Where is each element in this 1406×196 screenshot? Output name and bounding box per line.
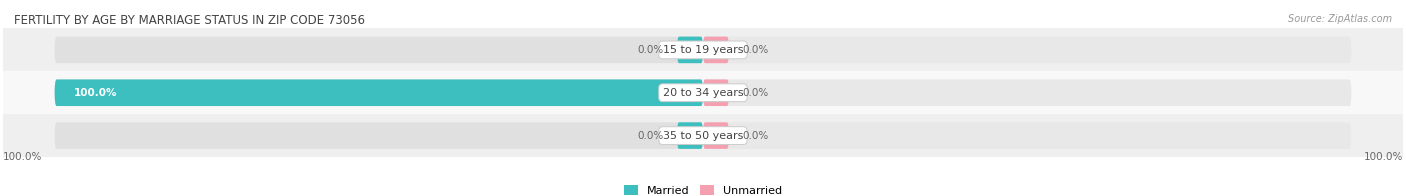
FancyBboxPatch shape xyxy=(55,79,703,106)
Text: 0.0%: 0.0% xyxy=(638,45,664,55)
Text: 0.0%: 0.0% xyxy=(742,88,768,98)
FancyBboxPatch shape xyxy=(703,79,1351,106)
Text: 15 to 19 years: 15 to 19 years xyxy=(662,45,744,55)
Text: Source: ZipAtlas.com: Source: ZipAtlas.com xyxy=(1288,14,1392,24)
Text: 20 to 34 years: 20 to 34 years xyxy=(662,88,744,98)
FancyBboxPatch shape xyxy=(703,37,728,63)
Text: 0.0%: 0.0% xyxy=(638,131,664,141)
FancyBboxPatch shape xyxy=(55,37,703,63)
Bar xyxy=(3,114,1403,157)
FancyBboxPatch shape xyxy=(678,37,703,63)
Legend: Married, Unmarried: Married, Unmarried xyxy=(624,185,782,196)
FancyBboxPatch shape xyxy=(703,122,1351,149)
FancyBboxPatch shape xyxy=(55,79,703,106)
Text: 0.0%: 0.0% xyxy=(742,45,768,55)
Text: FERTILITY BY AGE BY MARRIAGE STATUS IN ZIP CODE 73056: FERTILITY BY AGE BY MARRIAGE STATUS IN Z… xyxy=(14,14,366,27)
FancyBboxPatch shape xyxy=(55,122,703,149)
Text: 0.0%: 0.0% xyxy=(742,131,768,141)
FancyBboxPatch shape xyxy=(678,122,703,149)
Bar xyxy=(3,71,1403,114)
FancyBboxPatch shape xyxy=(703,37,1351,63)
Text: 100.0%: 100.0% xyxy=(1364,152,1403,162)
FancyBboxPatch shape xyxy=(703,79,728,106)
Text: 100.0%: 100.0% xyxy=(3,152,42,162)
Text: 100.0%: 100.0% xyxy=(75,88,118,98)
FancyBboxPatch shape xyxy=(703,122,728,149)
Text: 35 to 50 years: 35 to 50 years xyxy=(662,131,744,141)
Bar xyxy=(3,28,1403,71)
